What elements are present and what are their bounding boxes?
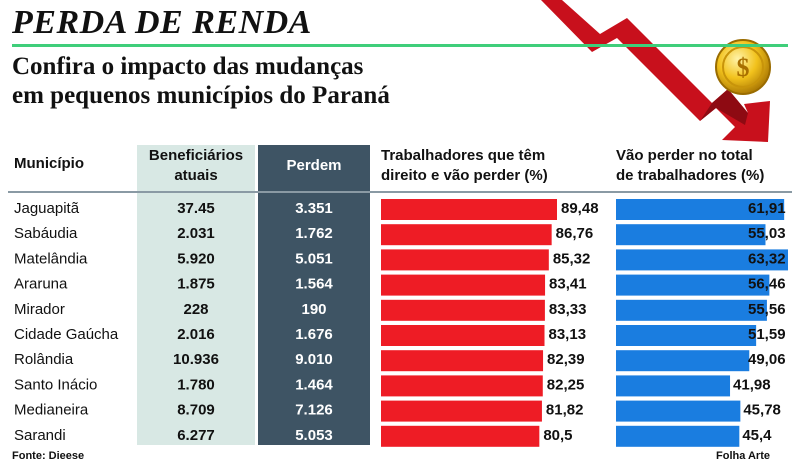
blue-bar bbox=[616, 274, 770, 296]
header-rule bbox=[8, 191, 792, 193]
header-municipio-line: Município bbox=[14, 155, 84, 172]
red-bar bbox=[381, 350, 544, 372]
red-bar-label: 82,39 bbox=[547, 351, 585, 368]
arrow-shade bbox=[700, 89, 748, 125]
cell-municipio: Cidade Gaúcha bbox=[14, 326, 119, 343]
cell-perdem: 5.051 bbox=[295, 250, 333, 267]
blue-bar bbox=[616, 350, 750, 372]
red-bar-label: 83,13 bbox=[549, 326, 587, 343]
blue-bar bbox=[616, 400, 741, 422]
cell-municipio: Santo Inácio bbox=[14, 376, 97, 393]
cell-perdem: 190 bbox=[301, 301, 326, 318]
cell-perdem: 1.676 bbox=[295, 326, 333, 343]
blue-bar-label: 51,59 bbox=[748, 326, 786, 343]
blue-bar-label: 45,4 bbox=[742, 427, 772, 444]
blue-bar-label: 55,03 bbox=[748, 225, 786, 242]
red-bar bbox=[381, 249, 549, 271]
cell-perdem: 7.126 bbox=[295, 402, 333, 419]
blue-bar bbox=[616, 325, 757, 346]
cell-municipio: Matelândia bbox=[14, 250, 88, 267]
red-bar bbox=[381, 375, 543, 397]
cell-perdem: 3.351 bbox=[295, 200, 333, 217]
cell-municipio: Sarandi bbox=[14, 427, 66, 444]
cell-beneficiarios: 228 bbox=[183, 301, 208, 318]
cell-perdem: 1.464 bbox=[295, 376, 333, 393]
credit-note: Folha Arte bbox=[716, 450, 770, 462]
red-bar bbox=[381, 400, 542, 422]
header-vao-perder-line-2: de trabalhadores (%) bbox=[616, 167, 765, 184]
blue-bar bbox=[616, 224, 766, 246]
cell-municipio: Rolândia bbox=[14, 351, 74, 368]
red-bar bbox=[381, 224, 552, 246]
blue-bar bbox=[616, 249, 788, 271]
cell-municipio: Mirador bbox=[14, 301, 65, 318]
red-bar-label: 85,32 bbox=[553, 250, 591, 267]
red-bar bbox=[381, 425, 540, 447]
blue-bar-label: 56,46 bbox=[748, 276, 786, 293]
blue-bar bbox=[616, 375, 731, 397]
header-beneficiarios-line-1: Beneficiários bbox=[148, 147, 244, 164]
svg-text:$: $ bbox=[737, 53, 750, 82]
red-bar-label: 83,33 bbox=[549, 301, 587, 318]
subtitle-line-1: Confira o impacto das mudanças bbox=[12, 53, 364, 80]
header-municipio: Município bbox=[14, 154, 84, 174]
red-bar bbox=[381, 274, 546, 296]
red-bar bbox=[381, 299, 545, 321]
dollar-coin-icon: $ bbox=[715, 39, 771, 95]
cell-municipio: Araruna bbox=[14, 276, 68, 293]
red-bar-label: 82,25 bbox=[547, 376, 585, 393]
red-bar bbox=[381, 199, 557, 220]
red-bar-label: 89,48 bbox=[561, 200, 599, 217]
red-bar-label: 83,41 bbox=[549, 276, 587, 293]
beneficiarios-column-bg bbox=[137, 145, 255, 445]
blue-bar-label: 49,06 bbox=[748, 351, 786, 368]
blue-bar-label: 41,98 bbox=[733, 376, 771, 393]
cell-perdem: 1.564 bbox=[295, 276, 333, 293]
header-beneficiarios: Beneficiários atuais bbox=[137, 146, 255, 186]
blue-bar-label: 55,56 bbox=[748, 301, 786, 318]
header-perdem-line: Perdem bbox=[286, 157, 342, 174]
blue-bar bbox=[616, 425, 740, 447]
subtitle: Confira o impacto das mudanças em pequen… bbox=[12, 52, 390, 110]
cell-beneficiarios: 6.277 bbox=[177, 427, 215, 444]
cell-beneficiarios: 2.031 bbox=[177, 225, 215, 242]
cell-municipio: Jaguapitã bbox=[14, 200, 80, 217]
header-beneficiarios-line-2: atuais bbox=[174, 167, 218, 184]
red-bar-label: 80,5 bbox=[543, 427, 572, 444]
blue-bar-label: 45,78 bbox=[743, 402, 781, 419]
header-perdem: Perdem bbox=[258, 156, 370, 176]
red-bar-label: 81,82 bbox=[546, 402, 584, 419]
cell-perdem: 5.053 bbox=[295, 427, 333, 444]
cell-municipio: Sabáudia bbox=[14, 225, 78, 242]
cell-beneficiarios: 5.920 bbox=[177, 250, 215, 267]
cell-perdem: 9.010 bbox=[295, 351, 333, 368]
cell-beneficiarios: 8.709 bbox=[177, 402, 215, 419]
header-trabalhadores: Trabalhadores que têm direito e vão perd… bbox=[381, 146, 611, 186]
header-vao-perder: Vão perder no total de trabalhadores (%) bbox=[616, 146, 796, 186]
blue-bar-label: 63,32 bbox=[748, 250, 786, 267]
source-note: Fonte: Dieese bbox=[12, 450, 85, 462]
blue-bar bbox=[616, 199, 785, 220]
header-trabalhadores-line-2: direito e vão perder (%) bbox=[381, 167, 548, 184]
page-title: PERDA DE RENDA bbox=[12, 4, 312, 41]
blue-bar bbox=[616, 299, 767, 321]
cell-beneficiarios: 1.875 bbox=[177, 276, 215, 293]
cell-beneficiarios: 1.780 bbox=[177, 376, 215, 393]
title-rule bbox=[12, 44, 788, 47]
cell-municipio: Medianeira bbox=[14, 402, 89, 419]
cell-perdem: 1.762 bbox=[295, 225, 333, 242]
cell-beneficiarios: 2.016 bbox=[177, 326, 215, 343]
red-bar-label: 86,76 bbox=[556, 225, 594, 242]
blue-bar-label: 61,91 bbox=[748, 200, 786, 217]
cell-beneficiarios: 10.936 bbox=[173, 351, 219, 368]
subtitle-line-2: em pequenos municípios do Paraná bbox=[12, 82, 390, 109]
header-vao-perder-line-1: Vão perder no total bbox=[616, 147, 753, 164]
perdem-column-bg bbox=[258, 145, 370, 445]
header-trabalhadores-line-1: Trabalhadores que têm bbox=[381, 147, 546, 164]
red-bar bbox=[381, 325, 545, 346]
cell-beneficiarios: 37.45 bbox=[177, 200, 215, 217]
